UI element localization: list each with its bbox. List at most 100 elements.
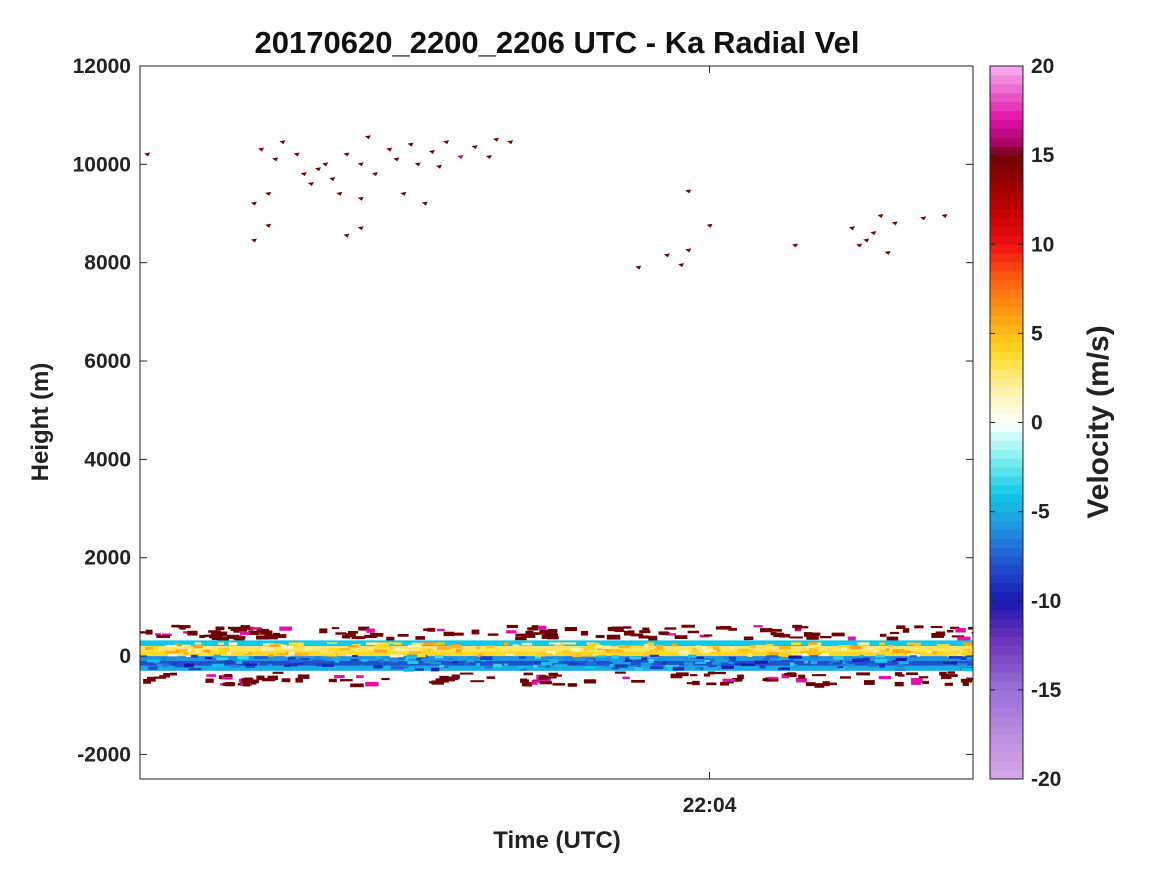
fringe-speck	[351, 636, 366, 640]
layer-texture	[780, 653, 792, 657]
layer-texture	[813, 658, 818, 662]
layer-texture	[480, 656, 493, 660]
fringe-speck	[918, 676, 929, 679]
fringe-speck	[259, 630, 273, 635]
colorbar-segment	[990, 66, 1023, 76]
layer-texture	[174, 643, 181, 646]
layer-texture	[463, 662, 470, 666]
layer-texture	[503, 641, 509, 646]
fringe-speck	[622, 676, 630, 680]
layer-texture	[852, 658, 866, 662]
fringe-speck	[797, 626, 809, 629]
layer-texture	[192, 644, 204, 649]
fringe-speck	[206, 674, 217, 677]
colorbar-segment	[990, 333, 1023, 343]
layer-texture	[337, 651, 349, 655]
colorbar-segment	[990, 734, 1023, 744]
fringe-speck	[297, 674, 310, 679]
layer-texture	[946, 653, 959, 657]
colorbar-segment	[990, 484, 1023, 495]
fringe-speck	[820, 635, 832, 639]
colorbar-tick-label: 5	[1031, 322, 1043, 345]
fringe-speck	[539, 681, 552, 685]
fringe-speck	[638, 635, 649, 639]
layer-texture	[688, 654, 697, 659]
data-point	[941, 213, 948, 218]
layer-texture	[477, 653, 484, 657]
fringe-speck	[686, 682, 694, 685]
layer-texture	[406, 654, 418, 658]
colorbar-tick-label: 20	[1031, 55, 1054, 78]
layer-texture	[907, 641, 914, 645]
colorbar-segment	[990, 770, 1023, 780]
layer-texture	[365, 641, 380, 645]
data-point	[685, 189, 692, 194]
layer-texture	[404, 657, 409, 662]
layer-texture	[963, 648, 972, 652]
fringe-speck	[523, 672, 533, 676]
fringe-speck	[910, 678, 923, 684]
data-point	[357, 196, 364, 201]
fringe-speck	[431, 680, 445, 685]
layer-texture	[755, 645, 768, 649]
velocity-layer	[140, 665, 973, 671]
fringe-speck	[447, 676, 456, 682]
fringe-speck	[217, 636, 229, 641]
fringe-speck	[789, 636, 803, 639]
y-tick-label: 12000	[73, 55, 131, 78]
fringe-speck	[350, 683, 364, 688]
layer-texture	[892, 659, 898, 664]
layer-texture	[960, 668, 973, 672]
layer-texture	[475, 646, 481, 650]
fringe-speck	[971, 631, 973, 634]
layer-texture	[968, 659, 973, 663]
fringe-speck	[358, 626, 370, 631]
layer-texture	[595, 644, 602, 649]
fringe-speck	[580, 630, 589, 636]
layer-texture	[584, 666, 595, 669]
data-point	[272, 157, 279, 162]
fringe-speck	[548, 632, 556, 636]
fringe-speck	[459, 672, 474, 675]
layer-texture	[268, 653, 274, 657]
layer-texture	[704, 649, 717, 652]
layer-texture	[788, 655, 802, 659]
colorbar-segment	[990, 386, 1023, 397]
layer-texture	[628, 666, 638, 670]
layer-texture	[873, 647, 887, 651]
fringe-speck	[423, 628, 430, 631]
layer-texture	[505, 653, 515, 656]
fringe-speck	[703, 634, 713, 637]
layer-texture	[352, 655, 358, 658]
colorbar-segment	[990, 74, 1023, 85]
layer-texture	[672, 666, 685, 671]
fringe-speck	[690, 674, 698, 677]
colorbar-segment	[990, 440, 1023, 450]
layer-texture	[712, 661, 722, 665]
fringe-speck	[706, 682, 717, 686]
fringe-speck	[147, 676, 156, 682]
data-point	[848, 226, 855, 231]
layer-texture	[228, 642, 238, 646]
layer-texture	[562, 650, 574, 653]
fringe-speck	[278, 634, 287, 639]
layer-texture	[859, 649, 874, 653]
data-point	[884, 250, 891, 255]
layer-texture	[636, 657, 648, 661]
fringe-speck	[527, 627, 539, 631]
colorbar-segment	[990, 306, 1023, 317]
fringe-speck	[707, 671, 715, 675]
layer-texture	[875, 654, 885, 658]
data-point	[471, 145, 478, 150]
layer-texture	[687, 665, 692, 669]
fringe-speck	[894, 672, 903, 676]
plot-area	[140, 135, 973, 688]
layer-texture	[747, 653, 753, 657]
layer-texture	[913, 642, 921, 647]
data-point	[457, 154, 464, 159]
fringe-speck	[767, 676, 778, 680]
fringe-speck	[946, 629, 954, 633]
layer-texture	[618, 645, 631, 648]
layer-texture	[378, 659, 385, 663]
colorbar-segment	[990, 119, 1023, 129]
